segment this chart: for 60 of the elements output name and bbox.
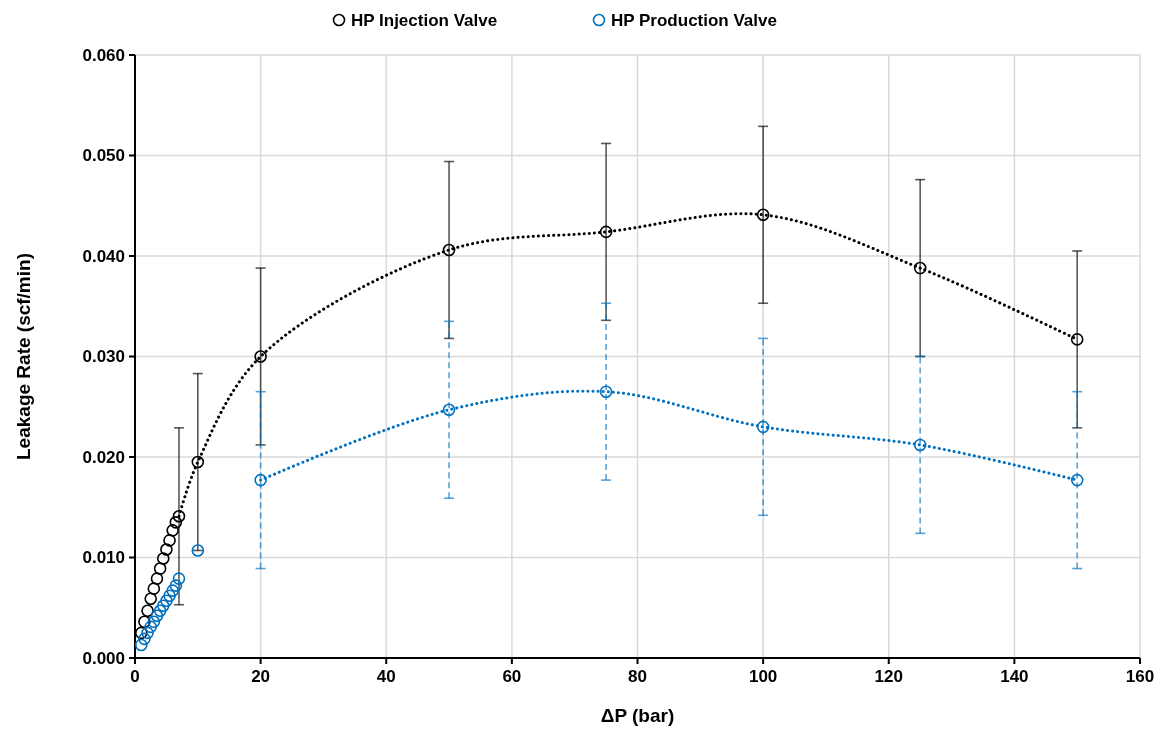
y-tick-label: 0.060 bbox=[82, 45, 125, 65]
legend-label: HP Production Valve bbox=[611, 10, 777, 30]
point bbox=[913, 261, 927, 275]
y-tick-label: 0.050 bbox=[82, 146, 125, 166]
point bbox=[160, 543, 173, 556]
point bbox=[134, 638, 148, 652]
point bbox=[144, 620, 157, 634]
point bbox=[156, 552, 170, 565]
y-tick-label: 0.040 bbox=[82, 246, 125, 266]
x-tick-label: 20 bbox=[251, 667, 271, 686]
point bbox=[150, 572, 164, 585]
point bbox=[442, 243, 456, 257]
point bbox=[147, 615, 161, 629]
point bbox=[191, 544, 205, 557]
y-tick-label: 0.010 bbox=[82, 548, 125, 568]
point bbox=[153, 562, 167, 575]
point bbox=[134, 626, 148, 640]
point bbox=[913, 438, 927, 452]
y-tick-label: 0.020 bbox=[82, 447, 125, 467]
x-tick-label: 160 bbox=[1125, 667, 1155, 686]
y-tick-label: 0.030 bbox=[82, 347, 125, 367]
x-tick-label: 60 bbox=[502, 667, 522, 686]
point bbox=[160, 594, 173, 608]
point bbox=[191, 455, 205, 469]
point bbox=[599, 225, 613, 239]
y-axis-title: Leakage Rate (scf/min) bbox=[13, 253, 34, 460]
point bbox=[141, 626, 154, 640]
point bbox=[141, 604, 154, 618]
point bbox=[756, 420, 770, 434]
point bbox=[144, 592, 157, 606]
x-tick-label: 120 bbox=[874, 667, 903, 686]
point bbox=[1070, 473, 1084, 487]
point bbox=[153, 604, 167, 618]
point bbox=[156, 599, 170, 613]
point bbox=[442, 403, 456, 417]
point bbox=[254, 473, 267, 487]
x-tick-label: 100 bbox=[748, 667, 778, 686]
point bbox=[147, 582, 161, 595]
x-tick-label: 0 bbox=[130, 667, 140, 686]
point bbox=[150, 609, 164, 623]
legend-label: HP Injection Valve bbox=[351, 10, 498, 30]
point bbox=[254, 350, 267, 363]
point bbox=[756, 208, 770, 222]
point bbox=[138, 615, 151, 629]
point bbox=[138, 632, 151, 646]
y-tick-label: 0.000 bbox=[82, 648, 125, 668]
x-axis-title: ΔP (bar) bbox=[600, 705, 675, 726]
x-tick-label: 140 bbox=[1000, 667, 1029, 686]
point bbox=[172, 509, 186, 523]
point bbox=[166, 584, 179, 597]
point bbox=[599, 385, 613, 398]
point bbox=[172, 572, 186, 585]
point bbox=[163, 534, 176, 547]
point bbox=[163, 589, 176, 602]
x-tick-label: 80 bbox=[628, 667, 647, 686]
point bbox=[1070, 333, 1084, 346]
point bbox=[166, 524, 179, 537]
x-tick-label: 40 bbox=[376, 667, 396, 686]
point bbox=[169, 516, 183, 529]
point bbox=[169, 579, 183, 592]
